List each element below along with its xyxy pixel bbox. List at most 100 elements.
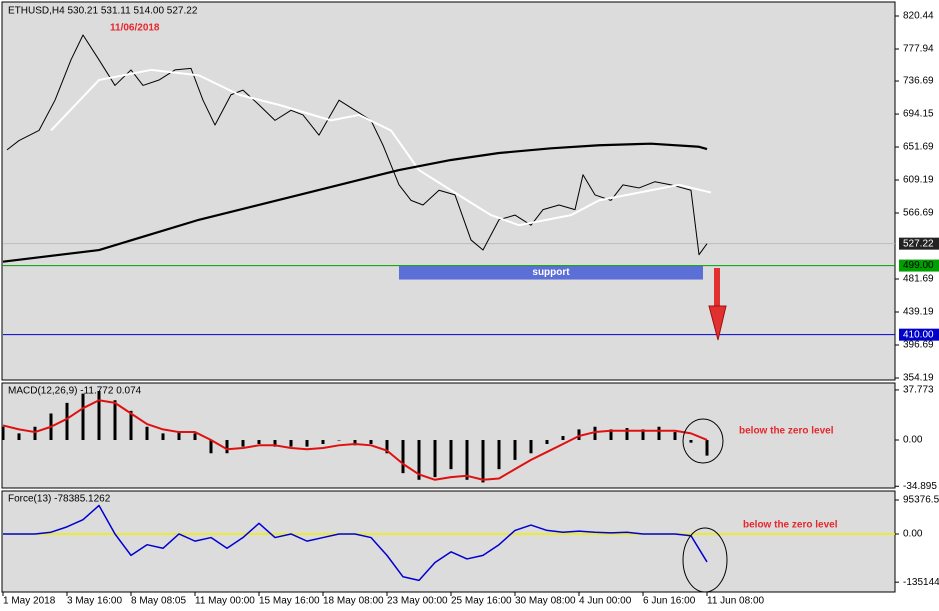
panel-title: Force(13) -78385.1262 [8,494,111,505]
series-line [2,142,708,263]
histogram-bar [417,440,421,480]
annotation: below the zero level [739,426,834,437]
histogram-bar [257,440,261,444]
histogram-bar [129,410,133,441]
zone-label: support [532,267,570,278]
x-tick-label: 8 May 08:05 [131,596,186,607]
y-tick-label: 609.19 [903,175,934,186]
panel-title: ETHUSD,H4 530.21 531.11 514.00 527.22 [8,6,198,17]
histogram-bar [673,432,677,441]
x-tick-label: 11 Jun 08:00 [707,596,765,607]
histogram-bar [465,440,469,480]
y-tick-label: 777.94 [903,44,934,55]
y-tick-label: 694.15 [903,109,934,120]
y-tick-label: 396.69 [903,340,934,351]
histogram-bar [337,440,341,441]
histogram-bar [641,429,645,441]
y-tick-label: 566.69 [903,208,934,219]
histogram-bar [193,433,197,441]
x-tick-label: 25 May 16:00 [451,596,512,607]
x-tick-label: 11 May 00:00 [195,596,255,607]
histogram-bar [225,440,229,454]
plot-layer: 820.44 777.94 736.69 694.15 651.69 609.19 566.… [1,6,939,607]
histogram-bar [577,429,581,441]
y-tick-label: 354.19 [903,373,934,384]
histogram-bar [625,428,629,441]
histogram-bar [369,440,373,444]
histogram-bar [433,440,437,478]
series-line [2,399,708,481]
level-label: 499.00 [903,260,934,271]
histogram-bar [177,432,181,441]
histogram-bar [145,426,149,441]
histogram-bar [113,400,117,441]
histogram-bar [209,440,213,454]
histogram-bar [17,433,21,441]
histogram-bar [561,436,565,441]
histogram-bar [689,440,693,443]
y-tick-label: 481.69 [903,274,934,285]
force-panel [1,490,896,593]
arrow-head [708,305,727,341]
panel-title: MACD(12,26,9) -11.772 0.074 [8,386,142,397]
histogram-bar [305,440,309,447]
histogram-bar [593,426,597,441]
histogram-bar [289,440,293,447]
histogram-bar [273,440,277,447]
histogram-bar [33,426,37,441]
level-label: 410.00 [903,329,934,340]
histogram-bar [705,440,709,456]
y-tick-label: 651.69 [903,142,934,153]
x-tick-label: 6 Jun 16:00 [643,596,696,607]
histogram-bar [97,390,101,441]
highlight-circle [682,418,724,464]
histogram-bar [481,440,485,483]
histogram-bar [513,440,517,460]
histogram-bar [161,433,165,441]
x-tick-label: 4 Jun 00:00 [579,596,632,607]
last-price-label: 527.22 [903,238,934,249]
y-tick-label: -34.895 [903,481,937,492]
level-label-box [899,328,939,341]
x-tick-label: 23 May 00:00 [387,596,448,607]
histogram-bar [545,440,549,444]
last-price-box [899,237,939,250]
histogram-bar [609,429,613,441]
support-zone [399,265,703,280]
x-tick-label: 18 May 08:00 [323,596,384,607]
y-tick-label: 37.773 [903,385,934,396]
histogram-bar [657,426,661,441]
y-tick-label: 95376.57 [903,495,939,506]
histogram-bar [65,402,69,441]
y-tick-label: 820.44 [903,11,934,22]
highlight-circle [682,527,728,593]
level-label-box [899,259,939,272]
histogram-bar [401,440,405,474]
series-line [50,68,712,227]
price-panel [1,1,896,381]
x-tick-label: 1 May 2018 [3,596,56,607]
histogram-bar [353,440,357,446]
y-tick-label: -135144. [903,577,939,588]
histogram-bar [241,440,245,447]
y-tick-label: 736.69 [903,76,934,87]
histogram-bar [1,426,5,441]
annotation: 11/06/2018 [110,23,160,34]
histogram-bar [497,440,501,470]
x-tick-label: 30 May 08:00 [515,596,576,607]
histogram-bar [449,440,453,470]
series-line [3,504,708,582]
x-tick-label: 15 May 16:00 [259,596,320,607]
y-tick-label: 0.00 [903,529,923,540]
y-tick-label: 439.19 [903,307,934,318]
annotation: below the zero level [743,520,838,531]
histogram-bar [385,440,389,454]
histogram-bar [529,440,533,454]
histogram-bar [321,440,325,444]
histogram-bar [81,393,85,441]
x-tick-label: 3 May 16:00 [67,596,122,607]
y-tick-label: 0.00 [903,435,923,446]
macd-panel [1,382,896,489]
